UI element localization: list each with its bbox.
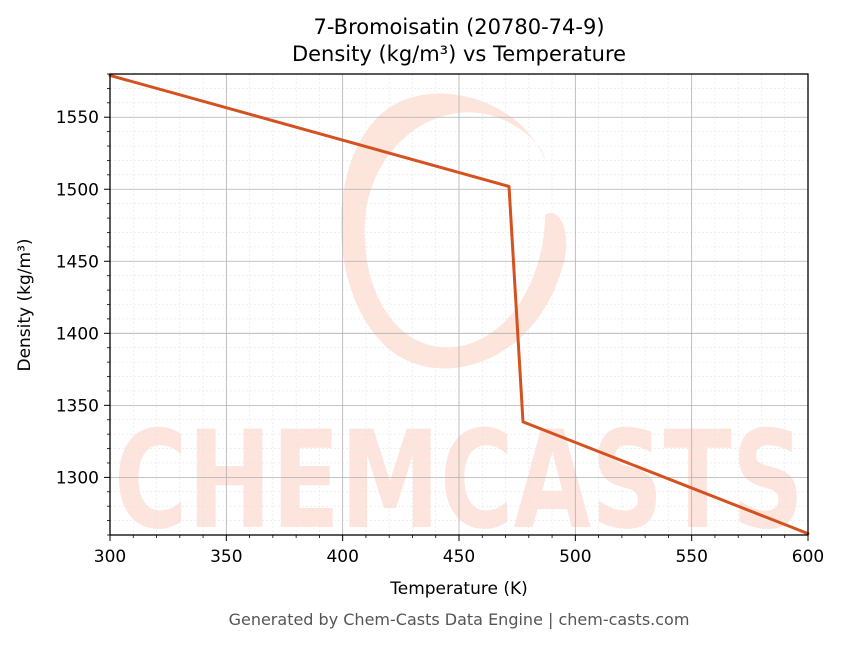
chart-title: 7-Bromoisatin (20780-74-9) (313, 15, 604, 39)
y-axis-label: Density (kg/m³) (15, 238, 35, 371)
y-axis: 1300 1350 1400 1450 1500 1550 (56, 73, 110, 536)
x-tick-label: 600 (792, 547, 824, 567)
y-tick-label: 1300 (56, 468, 99, 488)
x-axis-label: Temperature (K) (389, 579, 528, 599)
x-axis: 300 350 400 450 500 550 600 (94, 535, 824, 567)
x-tick-label: 550 (675, 547, 707, 567)
y-tick-label: 1500 (56, 180, 99, 200)
y-tick-label: 1450 (56, 252, 99, 272)
data-layer (108, 73, 810, 536)
x-tick-label: 300 (94, 547, 126, 567)
x-tick-label: 350 (210, 547, 242, 567)
y-tick-label: 1550 (56, 108, 99, 128)
x-tick-label: 450 (443, 547, 475, 567)
density-series-line (108, 73, 810, 536)
x-tick-label: 500 (559, 547, 591, 567)
y-tick-label: 1350 (56, 396, 99, 416)
y-tick-label: 1400 (56, 324, 99, 344)
footer-credit: Generated by Chem-Casts Data Engine | ch… (229, 610, 690, 629)
chart-subtitle: Density (kg/m³) vs Temperature (292, 42, 626, 66)
x-tick-label: 400 (326, 547, 358, 567)
